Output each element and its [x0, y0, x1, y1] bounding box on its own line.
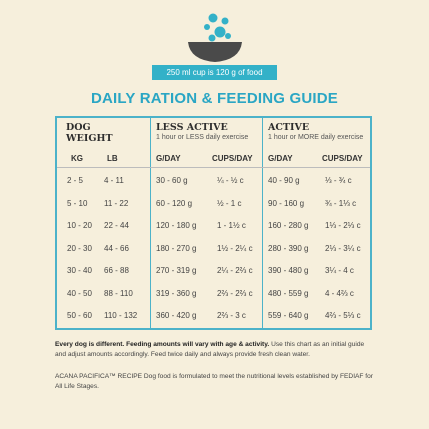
column-divider: [262, 118, 263, 328]
feeding-table: DOG WEIGHT LESS ACTIVE 1 hour or LESS da…: [55, 116, 372, 330]
cup-banner: 250 ml cup is 120 g of food: [152, 65, 277, 80]
cell-cups-day-less: 1½ - 2¼ c: [217, 243, 253, 253]
cell-cups-day-less: ¼ - ½ c: [217, 176, 244, 185]
cell-lb: 88 - 110: [104, 288, 133, 298]
cell-g-day-active: 390 - 480 g: [268, 266, 309, 275]
cell-lb: 22 - 44: [104, 221, 129, 230]
bowl-header: 250 ml cup is 120 g of food: [0, 12, 429, 84]
col-cups-day-active: CUPS/DAY: [322, 154, 363, 163]
cell-cups-day-less: 2¼ - 2⅔ c: [217, 266, 253, 275]
cell-g-day-active: 160 - 280 g: [268, 221, 309, 230]
less-active-header: LESS ACTIVE: [156, 122, 228, 133]
cell-g-day-less: 360 - 420 g: [156, 311, 197, 320]
cell-cups-day-active: 3¼ - 4 c: [325, 266, 354, 275]
cell-kg: 2 - 5: [67, 176, 84, 185]
col-kg: KG: [71, 154, 83, 163]
cell-lb: 110 - 132: [104, 311, 138, 320]
cell-kg: 20 - 30: [67, 243, 92, 253]
dog-weight-line1: DOG: [66, 122, 91, 133]
col-lb: LB: [107, 154, 118, 163]
cell-cups-day-less: 1 - 1½ c: [217, 221, 246, 230]
col-g-day-less: G/DAY: [156, 154, 181, 163]
cell-cups-day-active: 4⅔ - 5⅓ c: [325, 311, 361, 320]
cell-lb: 4 - 11: [104, 176, 124, 185]
cell-g-day-less: 30 - 60 g: [156, 176, 188, 185]
cell-cups-day-active: ¾ - 1⅓ c: [325, 198, 357, 208]
feeding-note-rest: Use this chart as an initial guide and a…: [55, 341, 365, 358]
cell-cups-day-active: 1⅓ - 2⅓ c: [325, 221, 361, 230]
feeding-note-bold: Every dog is different. Feeding amounts …: [55, 341, 270, 348]
cell-g-day-active: 480 - 559 g: [268, 288, 309, 298]
cell-cups-day-less: 2⅔ - 3 c: [217, 311, 246, 320]
active-subtitle: 1 hour or MORE daily exercise: [268, 134, 364, 141]
cell-kg: 50 - 60: [67, 311, 92, 320]
cell-g-day-less: 120 - 180 g: [156, 221, 197, 230]
cell-lb: 11 - 22: [104, 198, 129, 208]
cell-g-day-less: 270 - 319 g: [156, 266, 197, 275]
cell-g-day-less: 319 - 360 g: [156, 288, 197, 298]
cell-g-day-less: 60 - 120 g: [156, 198, 193, 208]
cell-g-day-active: 280 - 390 g: [268, 243, 309, 253]
cell-cups-day-active: 2⅓ - 3¼ c: [325, 243, 361, 253]
cell-cups-day-active: ⅓ - ¾ c: [325, 176, 352, 185]
cell-lb: 44 - 66: [104, 243, 129, 253]
cell-g-day-active: 90 - 160 g: [268, 198, 305, 208]
cell-cups-day-less: 2⅔ - 2⅔ c: [217, 288, 253, 298]
col-cups-day-less: CUPS/DAY: [212, 154, 253, 163]
cell-g-day-active: 40 - 90 g: [268, 176, 300, 185]
cell-cups-day-less: ½ - 1 c: [217, 198, 242, 208]
cell-g-day-active: 559 - 640 g: [268, 311, 309, 320]
header-rule: [57, 167, 370, 168]
cell-kg: 5 - 10: [67, 198, 88, 208]
col-g-day-active: G/DAY: [268, 154, 293, 163]
column-divider: [150, 118, 151, 328]
cell-lb: 66 - 88: [104, 266, 129, 275]
page-title: DAILY RATION & FEEDING GUIDE: [90, 90, 338, 107]
less-active-subtitle: 1 hour or LESS daily exercise: [156, 134, 249, 141]
cell-kg: 10 - 20: [67, 221, 92, 230]
cell-cups-day-active: 4 - 4⅔ c: [325, 288, 354, 298]
active-header: ACTIVE: [268, 122, 310, 133]
cell-g-day-less: 180 - 270 g: [156, 243, 197, 253]
bowl-icon: [187, 13, 242, 62]
feeding-note: Every dog is different. Feeding amounts …: [55, 340, 375, 360]
cell-kg: 30 - 40: [67, 266, 92, 275]
dog-weight-line2: WEIGHT: [66, 133, 113, 144]
cell-kg: 40 - 50: [67, 288, 92, 298]
nutrition-statement: ACANA PACIFICA™ RECIPE Dog food is formu…: [55, 373, 373, 390]
dog-weight-header: DOG WEIGHT: [66, 122, 113, 144]
